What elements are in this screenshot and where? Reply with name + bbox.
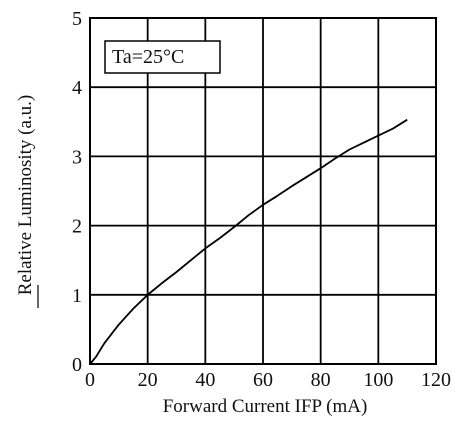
- x-tick-label: 80: [311, 369, 331, 391]
- y-tick-label: 5: [72, 8, 82, 30]
- y-axis-label: Relative Luminosity (a.u.): [15, 95, 36, 296]
- x-tick-label: 0: [85, 369, 95, 391]
- x-tick-label: 100: [363, 369, 393, 391]
- x-tick-label: 20: [138, 369, 158, 391]
- x-tick-label: 120: [421, 369, 451, 391]
- y-tick-label: 2: [72, 216, 82, 238]
- series-line: [89, 118, 408, 365]
- x-axis-label: Forward Current IFP (mA): [163, 396, 368, 417]
- annotation-box: Ta=25°C: [104, 40, 221, 74]
- y-tick-label: 1: [72, 285, 82, 307]
- y-tick-label: 3: [72, 146, 82, 168]
- annotation-label: Ta=25°C: [112, 46, 184, 68]
- x-tick-label: 40: [195, 369, 215, 391]
- y-tick-label: 4: [72, 77, 82, 99]
- tick-labels: 0 20 40 60 80 100 120 0 1 2 3 4 5: [72, 8, 451, 391]
- plot-frame: [89, 17, 437, 365]
- x-tick-label: 60: [253, 369, 273, 391]
- series-layer: [89, 118, 408, 365]
- y-tick-label: 0: [72, 354, 82, 376]
